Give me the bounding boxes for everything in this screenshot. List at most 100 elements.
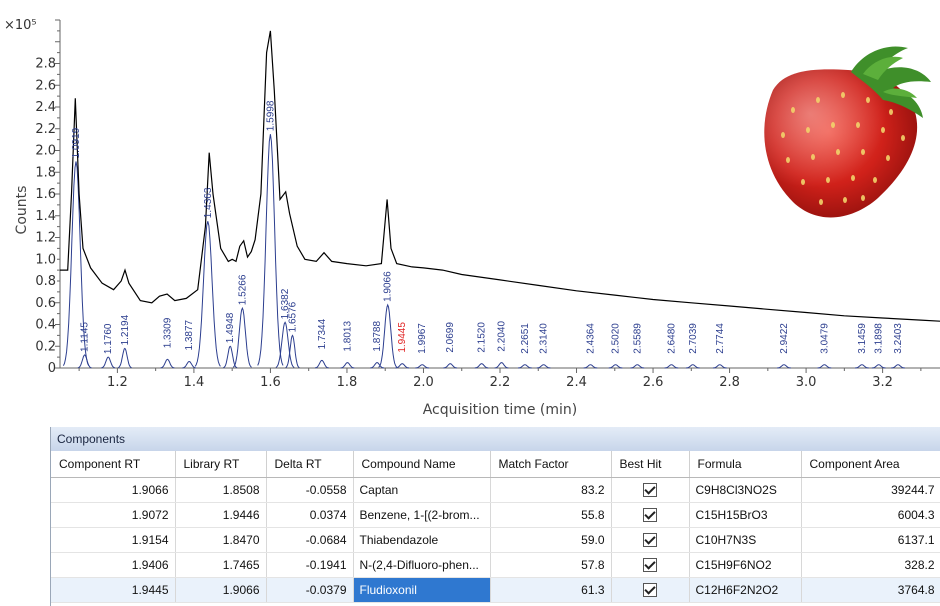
component-peak [517,364,532,369]
column-header[interactable]: Delta RT [266,451,354,478]
best-hit-checkbox[interactable] [643,558,657,573]
component-peak [777,364,791,369]
y-tick-label: 2.8 [35,57,56,72]
seed-dot [861,195,865,201]
peak-label: 2.6480 [666,323,677,354]
component-peak [378,303,398,368]
compound-cell: Benzene, 1-[(2-brom... [353,502,491,528]
column-header[interactable]: Formula [689,451,802,478]
library-rt-cell: 1.8508 [175,477,267,503]
y-tick-label: 0 [48,361,56,376]
component-peak [415,364,430,369]
component-peak [340,362,355,369]
y-tick-label: 0.2 [35,339,56,354]
compound-cell: Captan [353,477,491,503]
peak-label: 1.7344 [317,318,328,349]
peak-label: 1.2194 [120,314,131,345]
table-row[interactable]: 1.9445 1.9066 -0.0379 Fludioxonil 61.3 C12H6F… [51,577,940,603]
seed-dot [781,132,785,138]
peak-label: 2.9422 [779,323,790,354]
peak-labels: 1.0919 1.1145 1.1760 1.2194 1.3309 1.3877 1.43… [71,100,904,354]
y-axis-multiplier: ×10⁵ [4,18,37,33]
component-peak [536,364,551,369]
component-peak [443,363,458,369]
table-row[interactable]: 1.9066 1.8508 -0.0558 Captan 83.2 C9H8Cl3NO2S… [51,477,940,503]
y-tick-label: 2.6 [35,78,56,93]
component-rt-cell: 1.9445 [51,577,176,603]
x-tick-label: 1.6 [260,375,281,390]
library-rt-cell: 1.9446 [175,502,267,528]
x-tick-label: 2.8 [719,375,740,390]
compound-cell: N-(2,4-Difluoro-phen... [353,552,491,578]
tic-trace [60,30,940,322]
seed-dot [819,199,823,205]
peak-label: 3.2403 [893,323,904,354]
best-hit-checkbox[interactable] [643,583,657,598]
table-header-row: Component RT Library RT Delta RT Compound N… [51,451,940,478]
seed-dot [841,92,845,98]
peak-label: 2.1520 [477,322,488,353]
seed-dot [866,97,870,103]
best-hit-cell [611,502,690,528]
peak-label: 1.4948 [225,312,236,343]
table-row[interactable]: 1.9406 1.7465 -0.1941 N-(2,4-Difluoro-phen.… [51,552,940,578]
y-tick-label: 1.8 [35,165,56,180]
seed-dot [851,175,855,181]
formula-cell: C10H7N3S [689,527,802,553]
column-header[interactable]: Compound Name [353,451,491,478]
component-peak [77,354,92,369]
column-header[interactable]: Library RT [175,451,267,478]
x-tick-label: 1.8 [337,375,358,390]
y-tick-label: 0.8 [35,274,56,289]
compound-cell: Thiabendazole [353,527,491,553]
library-rt-cell: 1.9066 [175,577,267,603]
table-row[interactable]: 1.9154 1.8470 -0.0684 Thiabendazole 59.0 C10H… [51,527,940,553]
peak-label: 1.8013 [342,321,353,352]
y-tick-label: 0.4 [35,318,56,333]
delta-rt-cell: -0.0558 [266,477,354,503]
component-peak [101,356,116,369]
component-peak [370,362,384,369]
seed-dot [831,122,835,128]
components-table: Component RT Library RT Delta RT Compound N… [51,451,940,603]
component-peak [257,134,284,366]
library-rt-cell: 1.8470 [175,527,267,553]
component-peak [871,364,886,369]
component-rt-cell: 1.9154 [51,527,176,553]
column-header[interactable]: Component Area [801,451,940,478]
component-peak [817,364,832,369]
component-rt-cell: 1.9066 [51,477,176,503]
best-hit-checkbox[interactable] [643,483,657,498]
column-header[interactable]: Component RT [51,451,176,478]
y-tick-label: 2.2 [35,122,56,137]
component-peak [194,221,221,367]
peak-label: 2.2040 [497,321,508,352]
best-hit-checkbox[interactable] [643,533,657,548]
column-header[interactable]: Match Factor [490,451,612,478]
peak-label: 3.1898 [874,323,885,354]
component-peak [583,364,598,369]
delta-rt-cell: 0.0374 [266,502,354,528]
component-peak [630,364,645,369]
y-tick-label: 2.4 [35,100,56,115]
y-tick-label: 1.6 [35,187,56,202]
seed-dot [886,155,890,161]
peak-label: 2.7039 [688,323,699,354]
component-peak [712,364,727,369]
table-row[interactable]: 1.9072 1.9446 0.0374 Benzene, 1-[(2-brom...… [51,502,940,528]
component-peak [395,363,410,369]
delta-rt-cell: -0.0684 [266,527,354,553]
peak-label: 3.1459 [857,323,868,354]
chromatogram-chart: ×10⁵ Counts Acquisition time (min) 00.20… [4,18,940,418]
component-peak [608,364,623,369]
formula-cell: C9H8Cl3NO2S [689,477,802,503]
column-header[interactable]: Best Hit [611,451,690,478]
component-peak [854,364,869,369]
best-hit-checkbox[interactable] [643,508,657,523]
area-cell: 3764.8 [801,577,940,603]
match-factor-cell: 57.8 [490,552,612,578]
seed-dot [889,109,893,115]
y-axis-title: Counts [14,186,30,235]
component-peak [474,363,489,369]
x-tick-label: 2.4 [566,375,587,390]
